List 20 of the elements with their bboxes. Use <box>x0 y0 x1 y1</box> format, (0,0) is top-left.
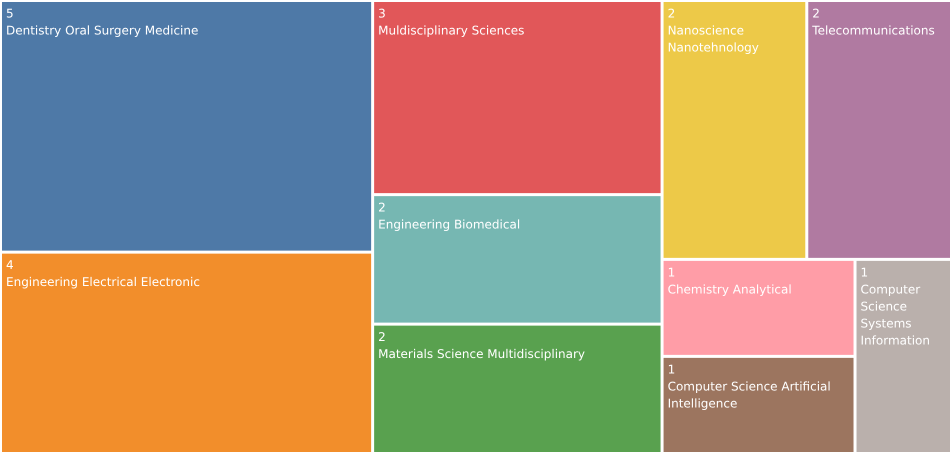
category-label: Chemistry Analytical <box>668 282 792 296</box>
category-label: Muldisciplinary Sciences <box>378 24 524 38</box>
data-label: 2 <box>812 6 820 20</box>
data-label: 2 <box>668 6 676 20</box>
data-label: 2 <box>378 330 386 344</box>
category-label: Computer Science Systems Information <box>860 282 930 348</box>
category-label: Engineering Biomedical <box>378 218 520 232</box>
category-label: Dentistry Oral Surgery Medicine <box>6 24 198 38</box>
category-label: Engineering Electrical Electronic <box>6 275 200 290</box>
data-label: 1 <box>860 265 868 280</box>
data-label: 3 <box>378 6 386 20</box>
category-label: Computer Science Artificial Intelligence <box>668 379 838 410</box>
data-label: 1 <box>668 265 676 280</box>
category-label: Nanoscience Nanotehnology <box>668 24 759 54</box>
data-label: 2 <box>378 200 386 215</box>
data-label: 1 <box>668 362 676 376</box>
category-label: Telecommunications <box>811 24 935 38</box>
data-label: 5 <box>6 6 14 20</box>
data-label: 4 <box>6 258 14 272</box>
category-label: Materials Science Multidisciplinary <box>378 347 586 362</box>
